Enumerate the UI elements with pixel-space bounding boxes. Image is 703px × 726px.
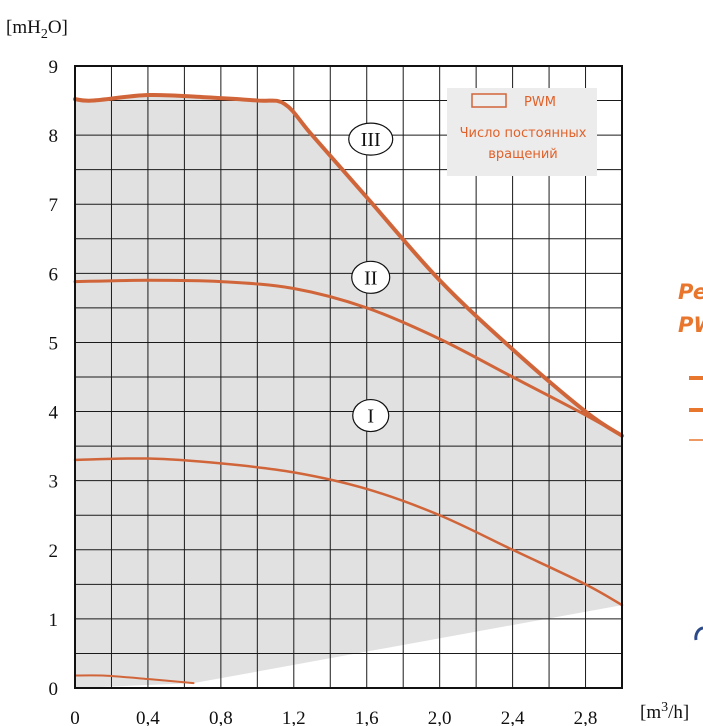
x-tick-label: 0,8 xyxy=(209,708,233,726)
x-tick-label: 1,2 xyxy=(282,708,306,726)
side-legend-dashes xyxy=(689,376,703,441)
x-tick-label: 2,8 xyxy=(574,708,598,726)
y-tick-label: 7 xyxy=(49,195,59,216)
plot-frame xyxy=(74,65,623,689)
curve-label-I: I xyxy=(367,406,374,428)
y-tick-label: 3 xyxy=(49,472,59,493)
x-axis-label: [m3/h] xyxy=(640,700,689,723)
side-heading-line1: Pe xyxy=(678,280,703,304)
curve-label-III: III xyxy=(361,129,381,151)
legend-swatch-pwm xyxy=(471,93,507,108)
side-heading-line2: PW xyxy=(678,313,703,337)
legend-item-constant-speed-line2: вращений xyxy=(488,147,558,162)
y-tick-label: 8 xyxy=(49,126,59,147)
curve-label-II: II xyxy=(364,267,377,289)
legend-item-pwm: PWM xyxy=(524,95,556,110)
y-tick-label: 1 xyxy=(49,610,59,631)
legend-item-constant-speed: Число постоянных xyxy=(460,126,587,141)
y-axis-label: [mH2O] xyxy=(6,17,68,42)
x-tick-label: 2,0 xyxy=(428,708,452,726)
curve-label-bubble xyxy=(352,398,390,433)
curve-label-bubble xyxy=(348,122,394,156)
y-tick-label: 9 xyxy=(49,57,59,78)
curve-III xyxy=(73,92,624,438)
x-tick-label: 0 xyxy=(70,708,80,726)
pwm-region xyxy=(75,95,622,688)
curve-I xyxy=(73,457,624,607)
curve-II xyxy=(73,278,624,438)
y-tick-label: 6 xyxy=(49,264,59,285)
side-blue-mark xyxy=(694,626,703,641)
x-tick-label: 2,4 xyxy=(501,708,525,726)
y-tick-label: 4 xyxy=(49,403,59,424)
y-tick-label: 0 xyxy=(49,679,59,700)
legend: PWM Число постоянных вращений xyxy=(447,88,597,176)
curve-minimum xyxy=(74,674,195,685)
x-tick-label: 1,6 xyxy=(355,708,379,726)
y-tick-label: 5 xyxy=(49,333,59,354)
x-tick-label: 0,4 xyxy=(136,708,160,726)
curve-label-bubble xyxy=(351,260,391,294)
y-tick-label: 2 xyxy=(49,541,59,562)
